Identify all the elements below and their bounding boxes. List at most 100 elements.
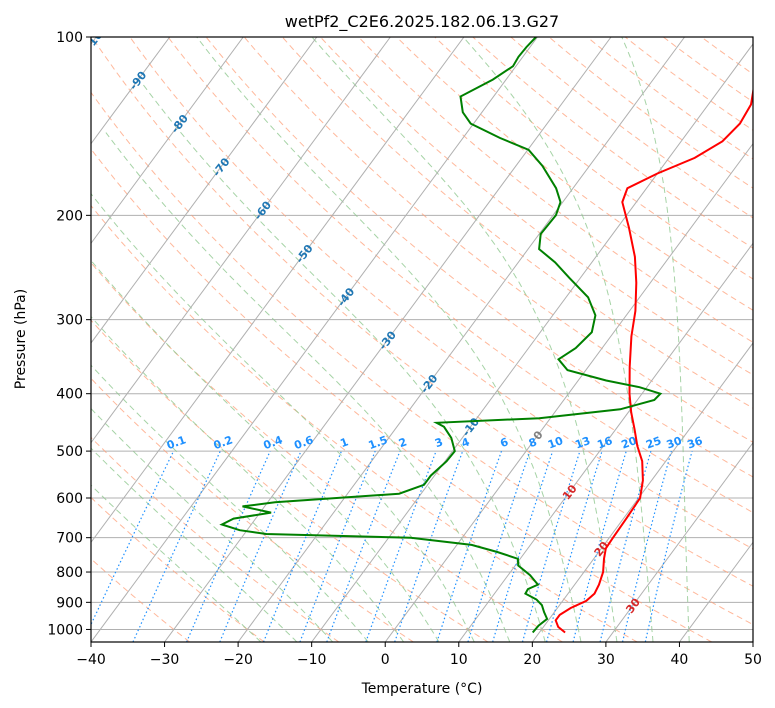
y-tick-label: 400 xyxy=(56,387,83,403)
y-axis-title: Pressure (hPa) xyxy=(13,289,29,389)
moist-adiabat-line xyxy=(621,37,690,642)
isotherm-line xyxy=(605,441,753,642)
mixing-ratio-line xyxy=(299,450,376,642)
y-tick-label: 600 xyxy=(56,491,83,507)
dewpoint-line xyxy=(219,37,663,634)
mixing-ratio-line xyxy=(186,450,271,642)
moist-adiabat-line xyxy=(142,83,546,642)
x-tick-label: 10 xyxy=(450,652,468,668)
mixing-ratio-line xyxy=(365,450,437,642)
mixing-ratio-label: 0.1 xyxy=(165,433,188,452)
x-tick-label: −40 xyxy=(76,652,106,668)
mixing-ratio-label: 13 xyxy=(573,434,592,451)
mixing-ratio-label: 8 xyxy=(527,435,539,450)
mixing-ratio-label: 30 xyxy=(665,434,684,452)
x-tick-label: 20 xyxy=(523,652,541,668)
mixing-ratio-line xyxy=(467,450,531,642)
mixing-ratio-line xyxy=(219,450,302,642)
isotherm-line xyxy=(384,142,753,642)
moist-adiabat-line xyxy=(196,37,582,642)
dry-adiabat-line xyxy=(167,37,753,514)
mixing-ratio-label: 3 xyxy=(433,435,445,450)
isotherm-line xyxy=(91,37,538,642)
mixing-ratio-line xyxy=(394,450,464,642)
y-tick-label: 700 xyxy=(56,531,83,547)
isotherm-line xyxy=(531,342,753,642)
mixing-ratio-line xyxy=(644,450,693,642)
x-tick-label: 40 xyxy=(671,652,689,668)
mixing-ratio-label: 1.5 xyxy=(367,433,390,452)
isotherm-line xyxy=(91,37,244,245)
moist-adiabat-line xyxy=(311,37,618,642)
isotherm-line xyxy=(237,37,686,642)
mixing-ratio-label: 0.2 xyxy=(212,433,235,452)
temperature-line xyxy=(554,86,753,634)
mixing-ratio-label: 36 xyxy=(685,434,704,452)
mixing-ratio-line xyxy=(572,450,627,642)
mixing-ratio-label: 16 xyxy=(595,434,614,452)
dry-adiabat-line xyxy=(91,261,563,642)
mixing-ratio-line xyxy=(326,450,401,642)
moist-adiabat-line xyxy=(91,192,475,642)
mixing-ratio-label: 0.4 xyxy=(262,433,285,452)
mixing-ratio-line xyxy=(546,450,603,642)
moist-adiabat-line xyxy=(91,484,262,642)
isotherm-line xyxy=(91,37,171,145)
mixing-ratio-line xyxy=(599,450,652,642)
plot-frame xyxy=(90,36,754,643)
plot-area: -100-90-80-70-60-50-40-30-20-10010203040… xyxy=(91,37,753,642)
x-tick-label: 50 xyxy=(744,652,762,668)
x-tick-label: −10 xyxy=(297,652,327,668)
y-tick-label: 100 xyxy=(56,30,83,46)
mixing-ratio-line xyxy=(622,450,672,642)
isotherm-line xyxy=(91,37,465,544)
y-axis: 1000 900 800 700 600 500 400 300 200 100 xyxy=(47,30,91,638)
moist-adiabat-line xyxy=(91,315,405,642)
dry-adiabat-line xyxy=(91,204,638,642)
moist-adiabat-line xyxy=(91,259,440,642)
y-tick-label: 200 xyxy=(56,208,83,224)
x-axis-title: Temperature (°C) xyxy=(361,681,483,697)
mixing-ratio-labels: 0.1 0.2 0.4 0.6 1 1.5 2 3 4 6 8 10 13 16 20 25 30 36 xyxy=(165,433,705,452)
mixing-ratio-line xyxy=(262,450,343,642)
isotherm-line xyxy=(164,37,612,642)
x-tick-label: −30 xyxy=(150,652,180,668)
dry-adiabat-line xyxy=(320,37,753,376)
x-tick-label: 0 xyxy=(381,652,390,668)
isotherm-line xyxy=(458,242,753,642)
y-tick-label: 500 xyxy=(56,444,83,460)
isotherm-line xyxy=(91,37,318,344)
moist-adiabat-line xyxy=(91,407,334,642)
mixing-ratio-label: 6 xyxy=(498,435,510,450)
y-tick-label: 300 xyxy=(56,313,83,329)
mixing-ratio-line xyxy=(492,450,554,642)
dry-adiabat-line xyxy=(396,37,753,311)
isotherm-line xyxy=(91,37,391,444)
mixing-ratio-label: 10 xyxy=(546,434,565,452)
chart-title: wetPf2_C2E6.2025.182.06.13.G27 xyxy=(285,12,559,32)
y-tick-label: 1000 xyxy=(47,622,83,638)
mixing-ratio-label: 25 xyxy=(644,434,663,451)
isotherms xyxy=(91,37,753,642)
mixing-ratio-line xyxy=(436,450,503,642)
mixing-ratio-label: 1 xyxy=(339,435,351,450)
mixing-ratio-label: 20 xyxy=(620,434,639,452)
x-tick-label: −20 xyxy=(223,652,253,668)
isotherm-line xyxy=(311,43,753,642)
dry-adiabat-line xyxy=(91,377,414,642)
y-tick-label: 900 xyxy=(56,595,83,611)
mixing-ratio-label: 4 xyxy=(460,435,472,450)
mixing-ratio-lines xyxy=(91,450,693,642)
dry-adiabat-line xyxy=(91,91,753,626)
moist-adiabat-line xyxy=(105,132,511,642)
x-axis: −40 −30 −20 −10 0 10 20 30 40 50 xyxy=(76,642,762,668)
mixing-ratio-label: 0.6 xyxy=(292,433,315,452)
dry-adiabat-line xyxy=(358,37,753,343)
profile-lines xyxy=(219,37,753,634)
moist-adiabat-line xyxy=(462,37,654,642)
x-tick-label: 30 xyxy=(597,652,615,668)
dry-adiabat-line xyxy=(91,37,753,587)
dry-adiabat-line xyxy=(91,148,713,642)
